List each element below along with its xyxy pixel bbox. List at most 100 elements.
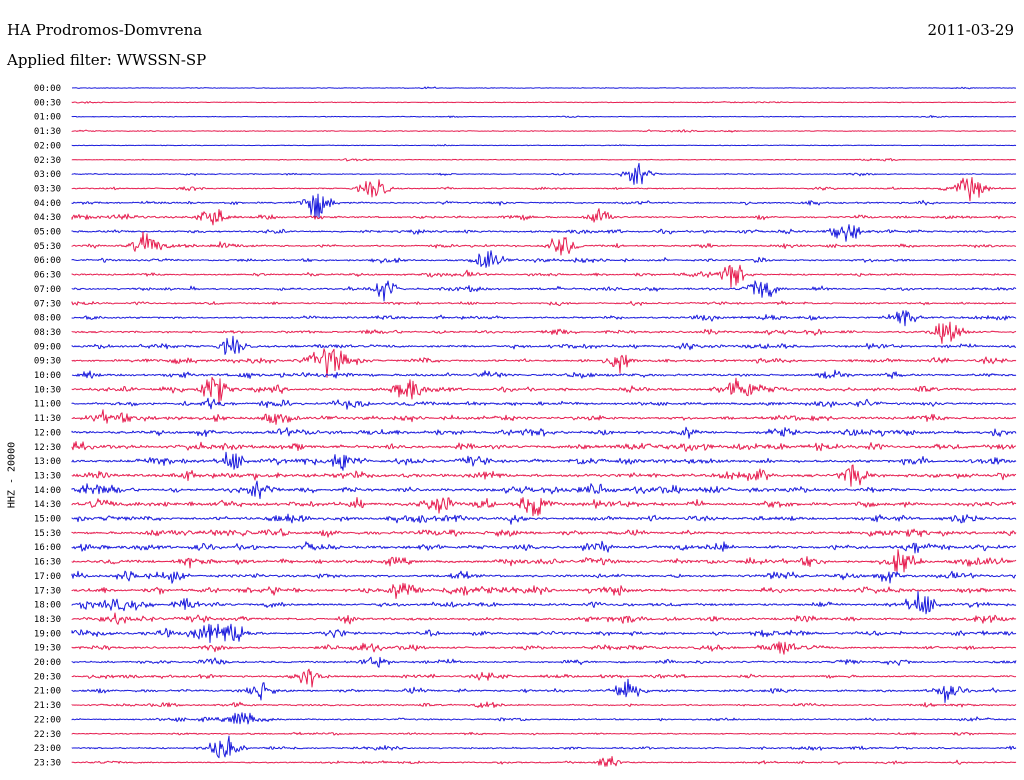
trace-line <box>71 701 1017 708</box>
time-tick-label: 04:00 <box>34 199 61 209</box>
time-tick-label: 11:30 <box>34 414 61 424</box>
trace-line <box>71 441 1017 452</box>
trace-line <box>71 129 1017 133</box>
time-tick-label: 11:00 <box>34 400 61 410</box>
trace-line <box>71 641 1017 655</box>
trace-line <box>71 582 1017 599</box>
time-tick-label: 05:30 <box>34 242 61 252</box>
time-tick-label: 16:00 <box>34 543 61 553</box>
time-tick-label: 16:30 <box>34 558 61 568</box>
trace-line <box>71 280 1017 302</box>
trace-line <box>71 451 1017 471</box>
time-tick-label: 09:00 <box>34 342 61 352</box>
time-tick-label: 03:00 <box>34 170 61 180</box>
time-tick-label: 00:00 <box>34 84 61 94</box>
trace-line <box>71 177 1017 202</box>
time-tick-label: 09:30 <box>34 357 61 367</box>
time-tick-label: 02:00 <box>34 141 61 151</box>
trace-line <box>71 264 1017 288</box>
trace-line <box>71 348 1017 378</box>
trace-line <box>71 86 1016 90</box>
trace-line <box>71 513 1017 525</box>
time-tick-label: 19:30 <box>34 644 61 654</box>
trace-line <box>71 376 1017 404</box>
time-tick-label: 20:00 <box>34 658 61 668</box>
time-tick-label: 04:30 <box>34 213 61 223</box>
trace-line <box>71 549 1017 573</box>
time-tick-label: 08:00 <box>34 314 61 324</box>
time-tick-label: 19:00 <box>34 629 61 639</box>
trace-line <box>71 321 1017 344</box>
time-tick-label: 23:30 <box>34 758 61 768</box>
trace-line <box>71 540 1017 554</box>
trace-line <box>71 310 1017 327</box>
trace-line <box>71 756 1017 767</box>
time-tick-label: 17:30 <box>34 586 61 596</box>
time-tick-label: 14:00 <box>34 486 61 496</box>
time-tick-label: 12:30 <box>34 443 61 453</box>
trace-line <box>71 623 1017 643</box>
trace-line <box>71 250 1017 268</box>
time-tick-label: 15:30 <box>34 529 61 539</box>
time-tick-label: 21:00 <box>34 687 61 697</box>
trace-line <box>71 231 1017 256</box>
trace-line <box>71 409 1017 425</box>
time-tick-label: 22:00 <box>34 715 61 725</box>
trace-line <box>71 656 1017 668</box>
trace-line <box>71 678 1017 703</box>
trace-line <box>71 480 1017 500</box>
time-tick-label: 13:30 <box>34 471 61 481</box>
trace-line <box>71 369 1017 379</box>
trace-line <box>71 193 1017 219</box>
time-tick-label: 13:00 <box>34 457 61 467</box>
time-tick-label: 01:00 <box>34 113 61 123</box>
time-tick-label: 01:30 <box>34 127 61 137</box>
time-tick-label: 02:30 <box>34 156 61 166</box>
time-tick-label: 03:30 <box>34 184 61 194</box>
time-tick-label: 15:00 <box>34 515 61 525</box>
station-title: HA Prodromos-Domvrena <box>7 21 203 39</box>
trace-line <box>71 497 1017 517</box>
trace-line <box>71 731 1017 736</box>
time-tick-label: 14:30 <box>34 500 61 510</box>
trace-line <box>71 115 1017 119</box>
time-tick-label: 00:30 <box>34 98 61 108</box>
time-tick-label: 10:30 <box>34 385 61 395</box>
time-tick-label: 07:00 <box>34 285 61 295</box>
trace-line <box>71 528 1017 538</box>
trace-line <box>71 668 1017 688</box>
trace-line <box>71 158 1017 162</box>
trace-line <box>71 162 1017 185</box>
time-tick-label: 18:30 <box>34 615 61 625</box>
trace-line <box>71 224 1016 242</box>
trace-line <box>71 300 1017 306</box>
trace-line <box>71 208 1017 226</box>
trace-line <box>71 464 1017 487</box>
trace-line <box>71 397 1017 410</box>
time-tick-label: 20:30 <box>34 672 61 682</box>
applied-filter: Applied filter: WWSSN-SP <box>7 51 207 69</box>
time-tick-label: 08:30 <box>34 328 61 338</box>
trace-line <box>71 426 1017 439</box>
time-tick-label: 12:00 <box>34 428 61 438</box>
trace-line <box>71 735 1017 759</box>
trace-line <box>71 590 1017 615</box>
trace-line <box>71 570 1017 584</box>
time-tick-label: 07:30 <box>34 299 61 309</box>
trace-line <box>71 335 1017 355</box>
time-tick-label: 21:30 <box>34 701 61 711</box>
trace-line <box>71 101 1017 104</box>
time-tick-label: 17:00 <box>34 572 61 582</box>
time-tick-label: 10:00 <box>34 371 61 381</box>
record-date: 2011-03-29 <box>927 21 1014 39</box>
time-tick-label: 06:30 <box>34 271 61 281</box>
trace-line <box>71 612 1017 625</box>
time-tick-label: 23:00 <box>34 744 61 754</box>
time-tick-label: 22:30 <box>34 730 61 740</box>
time-tick-label: 06:00 <box>34 256 61 266</box>
time-tick-label: 18:00 <box>34 601 61 611</box>
trace-line <box>71 712 1017 725</box>
trace-line <box>71 143 1017 147</box>
time-tick-label: 05:00 <box>34 228 61 238</box>
